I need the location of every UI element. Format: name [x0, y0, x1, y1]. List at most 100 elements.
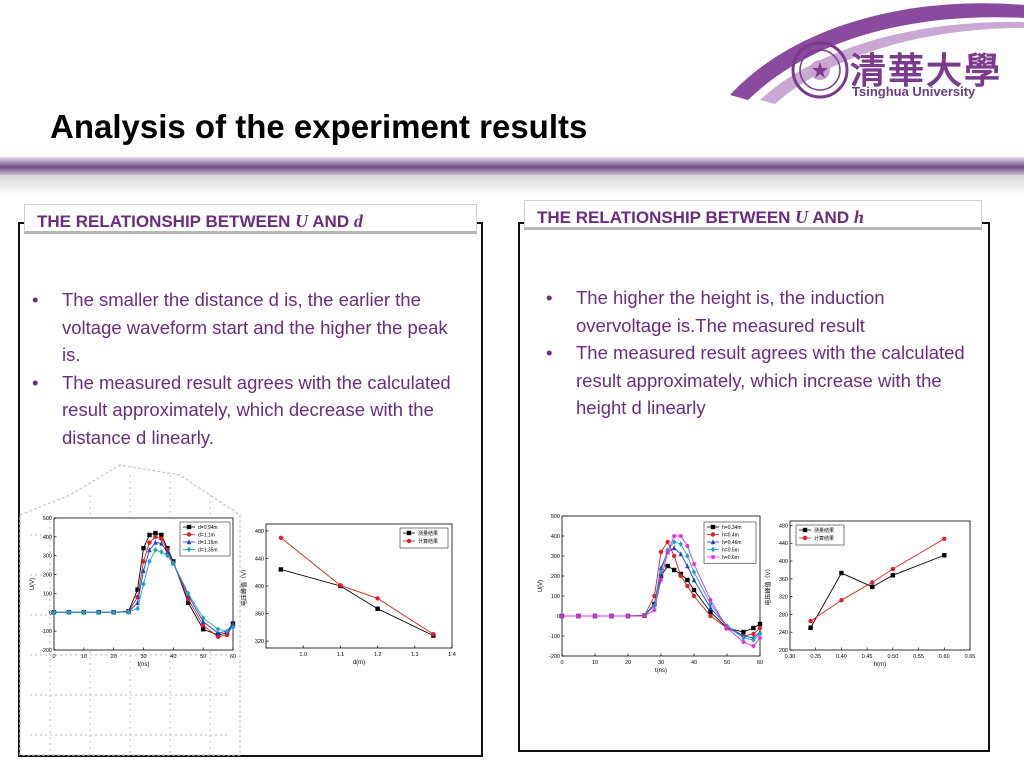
x-tick-label: 0.40 — [836, 654, 847, 660]
right-heading-prefix: THE RELATIONSHIP BETWEEN — [537, 208, 796, 227]
data-point — [200, 623, 206, 628]
data-point — [942, 553, 947, 558]
y-axis-label: 电压峰值（V） — [240, 566, 248, 606]
y-tick-label: 320 — [779, 595, 788, 601]
x-tick-label: 30 — [658, 660, 664, 666]
x-tick-label: 20 — [111, 654, 117, 660]
data-point — [890, 573, 896, 578]
data-point — [751, 631, 756, 637]
data-point — [691, 569, 697, 575]
legend-label: h=0.34m — [722, 525, 742, 531]
left-heading-var2: d — [353, 211, 363, 231]
data-point — [741, 629, 746, 635]
list-item: • The measured result agrees with the cal… — [546, 339, 976, 422]
data-point — [757, 625, 763, 631]
y-tick-label: 440 — [255, 556, 264, 562]
data-point — [338, 583, 343, 588]
y-tick-label: 400 — [255, 584, 264, 590]
data-point — [559, 613, 565, 619]
data-point — [200, 615, 206, 621]
left-heading-var1: U — [295, 211, 309, 231]
y-tick-label: 0 — [557, 614, 560, 620]
data-point — [159, 532, 164, 538]
voltage-waveform-d-chart: 0 10 20 30 40 50 60 -200 -100 0 100 200 300 400 500 t(n… — [30, 516, 236, 668]
y-tick-label: -100 — [549, 634, 560, 640]
data-point — [691, 561, 697, 567]
header-swoosh — [730, 3, 1024, 104]
data-point — [685, 553, 690, 559]
data-point — [431, 632, 436, 637]
x-tick-label: 1.4 — [448, 652, 456, 658]
right-heading-var2: h — [853, 207, 864, 227]
x-tick-label: 50 — [724, 660, 730, 666]
data-point — [942, 536, 947, 541]
x-tick-label: 10 — [81, 654, 87, 660]
data-point — [141, 559, 146, 564]
data-point — [672, 567, 677, 573]
data-point — [685, 577, 690, 583]
data-point — [625, 613, 631, 619]
list-item: • The measured result agrees with the cal… — [32, 369, 462, 452]
data-point — [708, 605, 713, 611]
tsinghua-seal-icon — [791, 41, 849, 99]
data-point — [186, 524, 192, 530]
x-tick-label: 50 — [200, 654, 206, 660]
left-heading-prefix: THE RELATIONSHIP BETWEEN — [37, 212, 296, 231]
data-point — [710, 524, 716, 530]
x-tick-label: 0 — [52, 654, 55, 660]
y-tick-label: 440 — [779, 541, 788, 547]
x-tick-label: 0.45 — [862, 654, 873, 660]
y-tick-label: 300 — [551, 554, 560, 560]
data-point — [802, 535, 808, 541]
data-point — [200, 619, 206, 624]
y-tick-label: 400 — [551, 534, 560, 540]
bullet-icon: • — [32, 289, 39, 310]
y-tick-label: 0 — [49, 610, 52, 616]
data-point — [751, 643, 756, 649]
legend-label: 计算结果 — [814, 535, 834, 542]
data-point — [710, 546, 716, 553]
data-point — [685, 583, 690, 589]
list-item: • The higher the height is, the induction… — [546, 284, 976, 339]
data-point — [153, 547, 158, 553]
x-tick-label: 60 — [757, 660, 763, 666]
series-line — [54, 549, 234, 632]
bullet-icon: • — [32, 371, 39, 393]
legend-label: d=1.35m — [198, 548, 218, 554]
data-point — [153, 530, 158, 536]
data-point — [678, 573, 683, 579]
y-tick-label: 300 — [43, 554, 52, 560]
data-point — [808, 618, 813, 624]
x-axis-label: h(m) — [874, 662, 886, 668]
data-point — [665, 539, 670, 545]
x-tick-label: 0.60 — [939, 654, 950, 660]
legend-label: d=0.94m — [198, 525, 218, 531]
right-panel-heading: THE RELATIONSHIP BETWEEN U AND h — [524, 200, 982, 230]
data-point — [652, 607, 657, 613]
peak-voltage-vs-d-chart: 1.0 1.1 1.2 1.3 1.4 320 360 400 440 480 d(m) 电压峰值（V… — [240, 523, 456, 666]
y-tick-label: -100 — [41, 629, 52, 635]
legend-label: h=0.5m — [722, 548, 739, 554]
data-point — [685, 543, 690, 549]
data-point — [890, 566, 896, 572]
logo-english-text: Tsinghua University — [852, 84, 976, 99]
data-point — [708, 613, 713, 619]
data-point — [710, 532, 716, 537]
data-point — [672, 533, 677, 539]
y-axis-label: U(V) — [30, 578, 36, 590]
data-point — [147, 532, 152, 538]
peak-voltage-vs-h-chart: 0.30 0.35 0.40 0.45 0.50 0.55 0.60 0.65 200 240 28… — [764, 520, 976, 668]
data-point — [708, 601, 713, 607]
data-point — [658, 573, 664, 579]
data-point — [870, 580, 875, 585]
left-panel — [18, 222, 483, 757]
data-point — [159, 536, 164, 541]
x-tick-label: 0.65 — [965, 654, 976, 660]
data-point — [672, 553, 677, 559]
data-point — [658, 549, 664, 555]
x-tick-label: 10 — [592, 660, 598, 666]
data-point — [406, 530, 412, 536]
data-point — [710, 554, 716, 560]
data-point — [741, 639, 746, 645]
y-tick-label: 400 — [779, 559, 788, 565]
